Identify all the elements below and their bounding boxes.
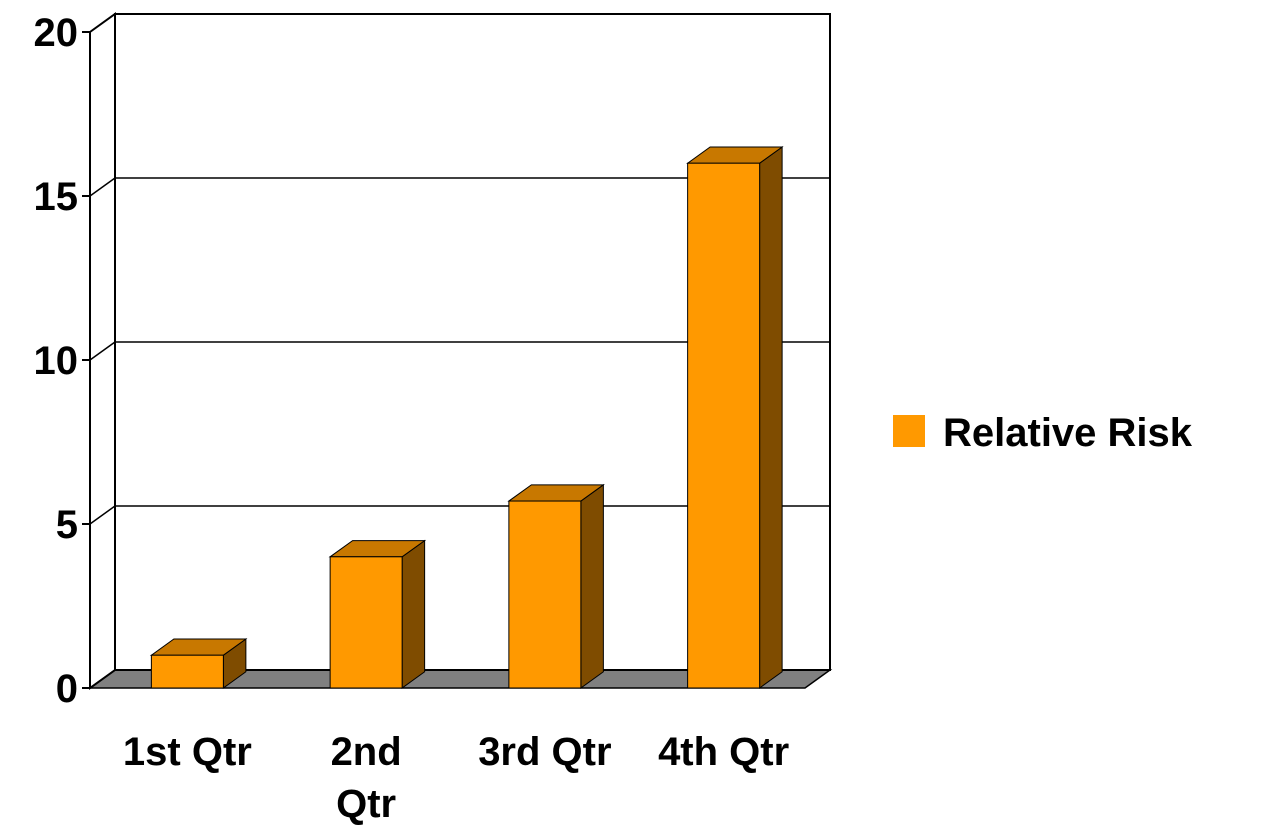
bar-side <box>759 146 783 689</box>
y-tick-label: 10 <box>34 339 79 383</box>
legend-swatch <box>893 415 925 447</box>
chart-plot-area: 0 5 10 15 20 1st Qtr 2nd Qtr 3rd Qtr 4th Qtr Relat… <box>34 11 1193 826</box>
gridline-side <box>89 505 116 525</box>
bar-side <box>401 539 426 689</box>
x-category-label: 2nd <box>331 730 402 774</box>
gridline-side <box>89 177 116 197</box>
bar-4 <box>686 146 784 689</box>
bar-3 <box>507 483 605 689</box>
x-category-label: 1st Qtr <box>123 730 252 774</box>
bar-2 <box>328 539 427 689</box>
bar-front <box>508 500 582 689</box>
y-tick-label: 15 <box>34 175 79 219</box>
y-tick-label: 20 <box>34 11 79 55</box>
bar-front <box>150 654 224 689</box>
y-tick-label: 5 <box>56 503 78 547</box>
legend-label: Relative Risk <box>943 411 1193 455</box>
bar-front <box>329 556 403 689</box>
x-category-label: 4th Qtr <box>658 730 789 774</box>
x-category-label: 3rd Qtr <box>478 730 611 774</box>
x-category-label: Qtr <box>336 782 396 826</box>
y-tick-label: 0 <box>56 667 78 711</box>
gridline-side <box>89 341 116 361</box>
bar-front <box>687 162 761 689</box>
bar-1 <box>149 638 248 689</box>
legend: Relative Risk <box>893 411 1193 455</box>
bar-side <box>580 483 604 689</box>
